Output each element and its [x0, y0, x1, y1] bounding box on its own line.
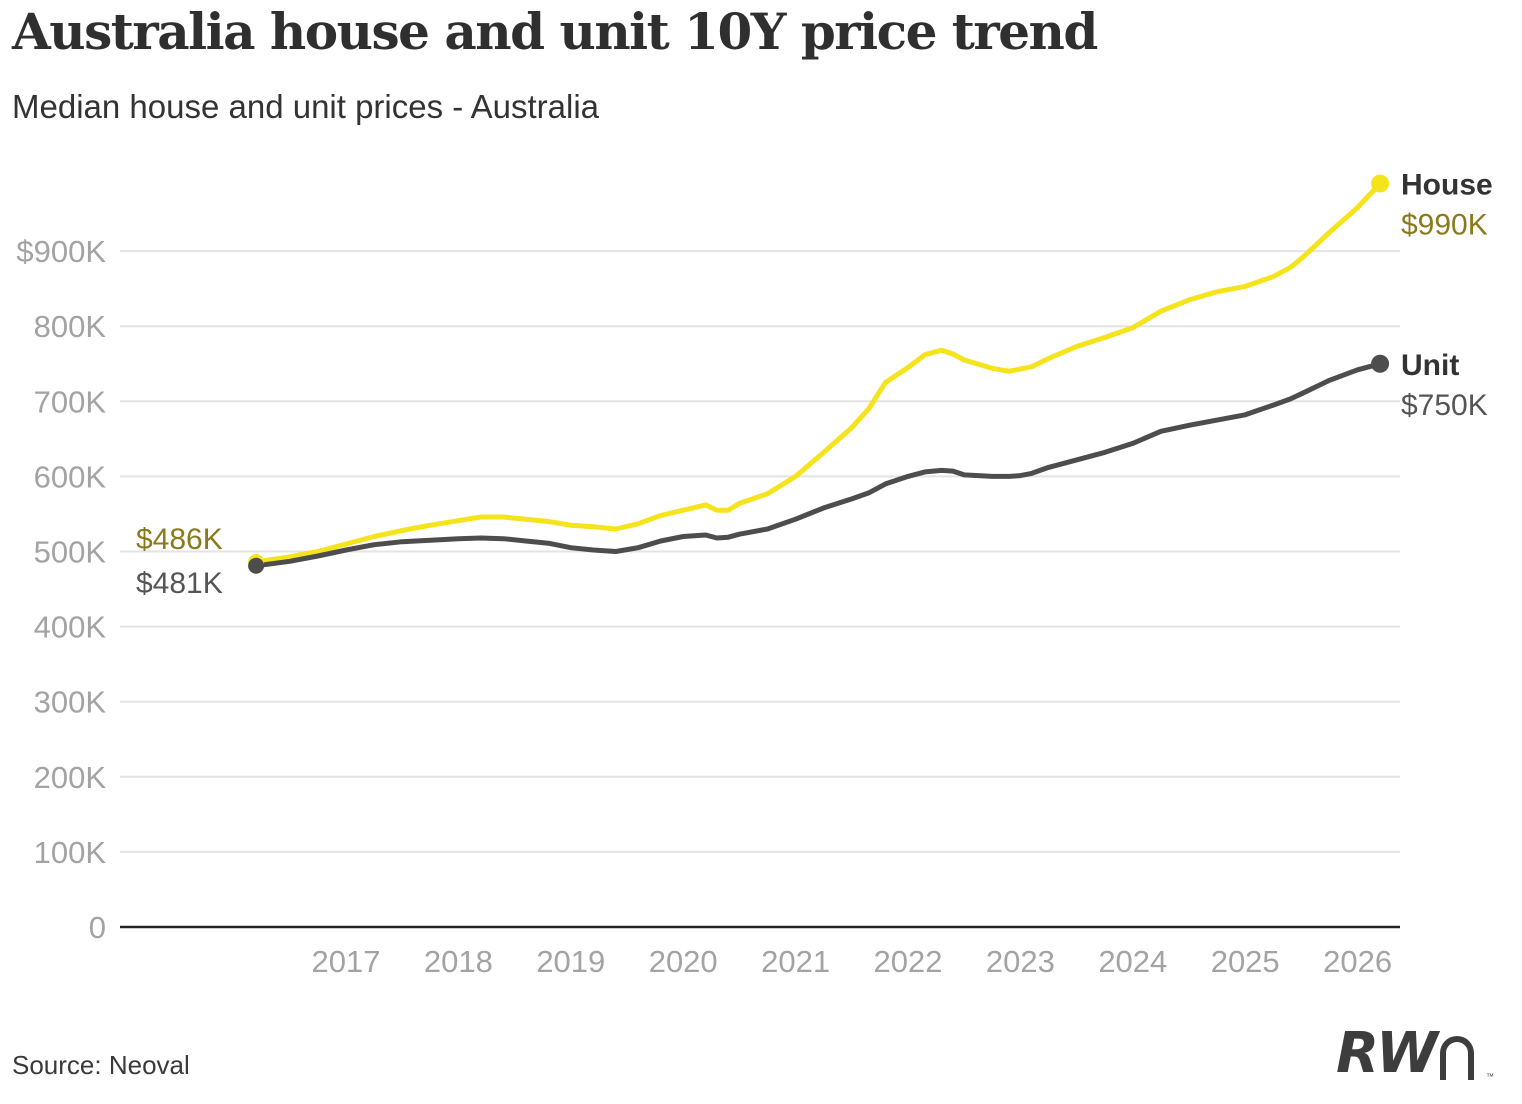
y-tick-label: 400K — [34, 610, 107, 645]
chart-subtitle: Median house and unit prices - Australia — [12, 88, 600, 125]
y-tick-label: $900K — [16, 234, 106, 269]
x-tick-label: 2024 — [1098, 944, 1167, 979]
end-marker-unit — [1371, 354, 1390, 373]
start-value-unit: $481K — [136, 567, 223, 600]
series-name-house: House — [1401, 169, 1493, 202]
end-value-house: $990K — [1401, 209, 1488, 242]
x-tick-label: 2020 — [649, 944, 718, 979]
y-tick-label: 800K — [34, 309, 107, 344]
y-tick-label: 300K — [34, 685, 107, 720]
x-tick-label: 2026 — [1323, 944, 1392, 979]
line-chart: 0 100K 200K 300K 400K 500K 600K 700K 800K $900K 2… — [16, 169, 1493, 979]
series-name-unit: Unit — [1401, 349, 1459, 382]
x-tick-label: 2021 — [761, 944, 830, 979]
chart-title: Australia house and unit 10Y price trend — [12, 2, 1098, 61]
x-tick-label: 2019 — [536, 944, 605, 979]
x-tick-label: 2018 — [424, 944, 493, 979]
logo-n-glyph — [1440, 1036, 1474, 1080]
y-tick-label: 500K — [34, 535, 107, 570]
y-tick-label: 200K — [34, 760, 107, 795]
end-value-unit: $750K — [1401, 389, 1488, 422]
y-tick-label: 600K — [34, 459, 107, 494]
start-value-house: $486K — [136, 523, 223, 556]
end-marker-house — [1371, 174, 1390, 193]
y-tick-label: 0 — [89, 910, 106, 945]
logo-wordmark: RW — [1336, 1021, 1438, 1086]
source-note: Source: Neoval — [12, 1050, 190, 1080]
y-tick-label: 100K — [34, 835, 107, 870]
series-line-house — [253, 181, 1383, 565]
x-tick-label: 2023 — [986, 944, 1055, 979]
series-line-unit — [253, 361, 1383, 569]
rwn-logo: RW ™ — [1336, 1024, 1506, 1088]
x-tick-label: 2022 — [874, 944, 943, 979]
logo-tm: ™ — [1486, 1072, 1494, 1081]
x-tick-label: 2017 — [312, 944, 381, 979]
series-labels: House $990K $486K Unit $750K $481K — [136, 169, 1493, 600]
x-axis-ticks: 2017 2018 2019 2020 2021 2022 2023 2024 2025 2026 — [312, 944, 1393, 979]
start-marker-unit — [248, 557, 265, 574]
series-lines — [248, 174, 1390, 574]
y-tick-label: 700K — [34, 384, 107, 419]
y-axis-ticks: 0 100K 200K 300K 400K 500K 600K 700K 800K $900K — [16, 234, 106, 945]
x-tick-label: 2025 — [1211, 944, 1280, 979]
